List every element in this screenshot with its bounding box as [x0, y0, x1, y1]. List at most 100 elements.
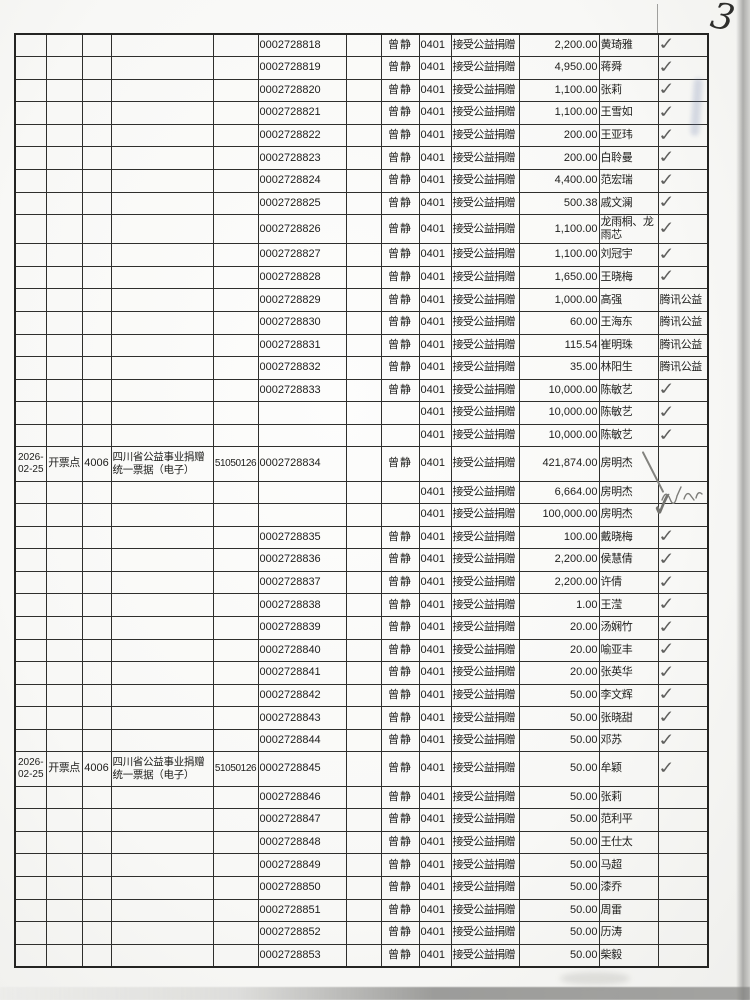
cell-code	[81, 168, 112, 193]
handwritten-check-icon: ✓	[656, 35, 676, 55]
cell-payer: 黄琦雅	[598, 33, 659, 58]
cell-biz_code: 0401	[418, 503, 452, 527]
cell-amount: 1,100.00	[518, 243, 600, 267]
scan-edge-shadow	[0, 987, 750, 1000]
cell-amount: 115.54	[518, 333, 600, 358]
cell-mark: ✓	[657, 616, 709, 640]
cell-doc	[110, 168, 214, 193]
cell-biz_code: 0401	[418, 898, 452, 923]
cell-code	[81, 593, 112, 618]
cell-date	[14, 123, 47, 148]
cell-point	[45, 683, 83, 708]
cell-mark	[657, 785, 709, 810]
cell-spacer	[345, 683, 382, 708]
cell-date	[14, 638, 47, 663]
cell-spacer	[345, 943, 382, 968]
cell-receipt	[257, 480, 347, 505]
cell-spacer	[345, 921, 382, 945]
cell-date	[14, 168, 47, 193]
table-row: 0401 接受公益捐赠 10,000.00 陈敏艺 ✓	[14, 401, 709, 425]
cell-spacer	[345, 785, 382, 810]
cell-amount: 50.00	[518, 808, 600, 832]
cell-point	[45, 706, 83, 730]
cell-mark: ✓	[657, 728, 709, 753]
cell-doc	[110, 921, 214, 945]
handwritten-check-icon: ✓	[656, 708, 676, 727]
cell-biz_code: 0401	[418, 288, 452, 312]
cell-receipt: 0002728832	[257, 356, 347, 380]
cell-org	[212, 616, 259, 640]
cell-org: 51050126	[212, 751, 259, 787]
cell-payer: 龙雨桐、龙雨芯	[598, 214, 659, 245]
cell-amount: 10,000.00	[518, 378, 600, 403]
handwritten-check-icon: ✓	[656, 125, 676, 145]
cell-org	[212, 570, 259, 595]
cell-biz_name: 接受公益捐赠	[450, 548, 520, 572]
cell-payer: 李文辉	[598, 683, 659, 708]
cell-amount: 6,664.00	[518, 480, 600, 505]
cell-doc	[110, 785, 214, 810]
table-row: 0002728831 曾静 0401 接受公益捐赠 115.54 崔明珠 腾讯公益	[14, 333, 709, 358]
cell-spacer	[345, 378, 382, 403]
cell-mark: 腾讯公益	[657, 356, 709, 380]
cell-doc	[110, 401, 214, 425]
cell-biz_code: 0401	[418, 785, 452, 810]
cell-amount: 50.00	[518, 785, 600, 810]
cell-point	[45, 943, 83, 968]
cell-amount: 50.00	[518, 875, 600, 900]
cell-code	[81, 548, 112, 572]
table-row: 0002728843 曾静 0401 接受公益捐赠 50.00 张晓甜 ✓	[14, 706, 709, 730]
cell-code	[81, 101, 112, 125]
cell-payer: 王雪如	[598, 101, 659, 125]
table-row: 0002728839 曾静 0401 接受公益捐赠 20.00 汤娴竹 ✓	[14, 616, 709, 640]
cell-date	[14, 401, 47, 425]
cell-operator: 曾静	[380, 593, 420, 618]
table-row: 0002728823 曾静 0401 接受公益捐赠 200.00 白聆曼 ✓	[14, 146, 709, 170]
cell-point: 开票点	[45, 446, 83, 482]
cell-code	[81, 616, 112, 640]
cell-payer: 张英华	[598, 661, 659, 685]
cell-amount: 1,100.00	[518, 78, 600, 103]
cell-doc	[110, 683, 214, 708]
cell-mark	[657, 808, 709, 832]
cell-amount: 1,650.00	[518, 265, 600, 290]
cell-biz_name: 接受公益捐赠	[450, 191, 520, 216]
handwritten-check-icon: ✓	[656, 403, 676, 422]
cell-org	[212, 333, 259, 358]
cell-spacer	[345, 56, 382, 80]
table-row: 0002728832 曾静 0401 接受公益捐赠 35.00 林阳生 腾讯公益	[14, 356, 709, 380]
cell-date	[14, 706, 47, 730]
cell-point	[45, 168, 83, 193]
table-row: 2026-02-25 开票点 4006 四川省公益事业捐赠统一票据（电子） 510501…	[14, 751, 709, 787]
cell-amount: 50.00	[518, 751, 600, 787]
table-row: 0002728842 曾静 0401 接受公益捐赠 50.00 李文辉 ✓	[14, 683, 709, 708]
cell-payer: 侯慧倩	[598, 548, 659, 572]
table-row: 0002728836 曾静 0401 接受公益捐赠 2,200.00 侯慧倩 ✓	[14, 548, 709, 572]
cell-receipt	[257, 401, 347, 425]
cell-mark: ✓	[657, 683, 709, 708]
cell-point	[45, 525, 83, 550]
cell-mark	[657, 853, 709, 877]
cell-mark: ✓	[656, 123, 709, 148]
cell-org	[212, 423, 259, 448]
cell-receipt: 0002728827	[257, 243, 347, 267]
cell-operator: 曾静	[380, 123, 420, 148]
cell-biz_code: 0401	[418, 78, 452, 103]
cell-doc	[110, 830, 214, 855]
cell-spacer	[345, 480, 382, 505]
cell-spacer	[345, 728, 382, 753]
handwritten-check-icon: ✓	[656, 380, 676, 400]
cell-operator: 曾静	[380, 288, 420, 312]
cell-biz_name: 接受公益捐赠	[450, 33, 520, 58]
cell-biz_code: 0401	[418, 875, 452, 900]
cell-spacer	[345, 123, 382, 148]
cell-operator: 曾静	[380, 446, 420, 482]
cell-spacer	[345, 288, 382, 312]
cell-amount: 2,200.00	[518, 33, 600, 58]
cell-spacer	[345, 853, 382, 877]
cell-receipt: 0002728834	[257, 446, 347, 482]
cell-org	[212, 378, 259, 403]
cell-biz_code: 0401	[418, 191, 452, 216]
cell-payer: 崔明珠	[598, 333, 659, 358]
